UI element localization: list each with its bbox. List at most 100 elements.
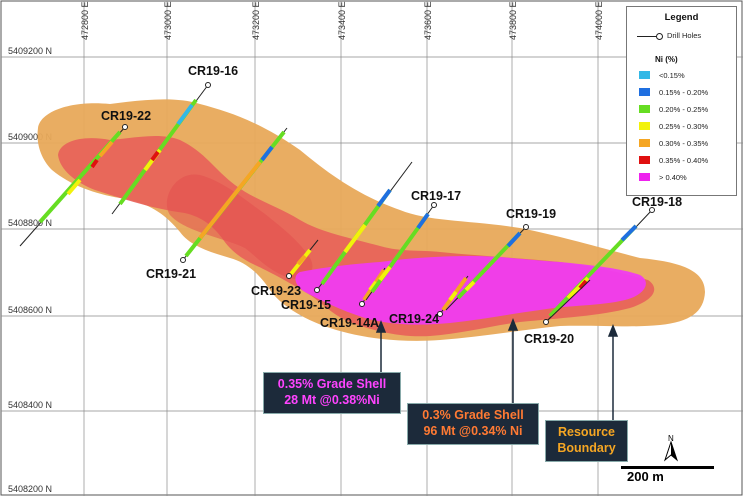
- north-arrow-fill: [671, 442, 677, 460]
- assay-segment: [343, 223, 367, 254]
- arrowhead: [607, 323, 619, 337]
- drill-hole-label: CR19-19: [506, 207, 556, 221]
- assay-segment: [368, 280, 378, 292]
- drill-hole-label: CR19-21: [146, 267, 196, 281]
- collar-cr19-17: [431, 202, 437, 208]
- collar-cr19-24: [437, 311, 443, 317]
- callout-line: 96 Mt @0.34% Ni: [423, 424, 523, 438]
- legend-item-label: 0.25% - 0.30%: [659, 121, 709, 131]
- legend-item: 0.25% - 0.30%: [639, 120, 708, 132]
- legend-item: > 0.40%: [639, 171, 687, 183]
- assay-segment: [448, 290, 458, 302]
- assay-segment: [90, 158, 99, 169]
- assay-segment: [578, 279, 588, 290]
- assay-segment: [376, 188, 392, 208]
- legend-item: 0.15% - 0.20%: [639, 86, 708, 98]
- collar-cr19-14a: [359, 301, 365, 307]
- easting-label: 473800 E: [508, 1, 518, 40]
- collar-cr19-21: [180, 257, 186, 263]
- north-arrow: N: [661, 432, 681, 462]
- callout-line: 28 Mt @0.38%Ni: [284, 393, 380, 407]
- legend-item-label: <0.15%: [659, 70, 685, 80]
- easting-label: 473600 E: [423, 1, 433, 40]
- legend-ni-title: Ni (%): [655, 55, 678, 64]
- legend-item-label: 0.15% - 0.20%: [659, 87, 709, 97]
- assay-segment: [416, 212, 430, 230]
- northing-label: 5408400 N: [8, 400, 52, 410]
- callout-grade-shell-03: 0.3% Grade Shell 96 Mt @0.34% Ni: [407, 403, 539, 445]
- drill-hole-symbol-line: [637, 36, 659, 37]
- drill-hole-label: CR19-23: [251, 284, 301, 298]
- legend-swatch: [639, 88, 650, 96]
- assay-segment: [98, 140, 114, 158]
- callout-line: Resource: [558, 425, 615, 439]
- drill-hole-labels: CR19-16 CR19-22 CR19-21 CR19-23 CR19-15 …: [101, 64, 682, 346]
- drill-trace-cr19-20: [547, 279, 591, 321]
- callout-resource-boundary: Resource Boundary: [545, 420, 628, 462]
- assay-segment: [620, 224, 638, 242]
- drill-hole-label: CR19-15: [281, 298, 331, 312]
- drill-hole-symbol-icon: [656, 33, 663, 40]
- northing-label: 5409000 N: [8, 132, 52, 142]
- callout-line: Boundary: [557, 441, 616, 455]
- collar-cr19-16: [205, 82, 211, 88]
- legend-drill-holes-label: Drill Holes: [667, 31, 702, 40]
- drill-hole-label: CR19-16: [188, 64, 238, 78]
- drill-hole-label: CR19-20: [524, 332, 574, 346]
- legend-title: Legend: [664, 12, 699, 23]
- collar-cr19-18: [649, 207, 655, 213]
- assay-segment: [176, 103, 194, 126]
- grade-shell-03-core: [166, 174, 313, 279]
- legend-item-label: 0.35% - 0.40%: [659, 155, 709, 165]
- assay-segment: [66, 178, 82, 196]
- north-label: N: [668, 434, 674, 443]
- callout-grade-shell-035: 0.35% Grade Shell 28 Mt @0.38%Ni: [263, 372, 401, 414]
- legend-item: 0.30% - 0.35%: [639, 137, 708, 149]
- legend-swatch: [639, 71, 650, 79]
- collar-cr19-15: [314, 287, 320, 293]
- callout-line: 0.3% Grade Shell: [422, 408, 524, 422]
- legend-swatch: [639, 173, 650, 181]
- drill-hole-label: CR19-14A: [320, 316, 379, 330]
- callout-line: 0.35% Grade Shell: [277, 377, 387, 391]
- easting-labels: 472800 E 473000 E 473200 E 473400 E 4736…: [80, 1, 604, 40]
- easting-label: 472800 E: [80, 1, 90, 40]
- drill-hole-label: CR19-17: [411, 189, 461, 203]
- assay-segment: [506, 231, 522, 248]
- legend-item-label: 0.30% - 0.35%: [659, 138, 709, 148]
- northing-label: 5408800 N: [8, 218, 52, 228]
- assay-segment: [548, 224, 638, 318]
- assay-segment: [150, 150, 160, 162]
- drill-hole-traces: [19, 82, 655, 325]
- scale-bar: 200 m: [621, 466, 714, 484]
- northing-label: 5409200 N: [8, 46, 52, 56]
- legend-swatch: [639, 105, 650, 113]
- drill-hole-label: CR19-24: [389, 312, 439, 326]
- legend-swatch: [639, 156, 650, 164]
- legend-item: 0.35% - 0.40%: [639, 154, 708, 166]
- assay-segment: [296, 254, 307, 266]
- scale-bar-label: 200 m: [627, 469, 664, 484]
- collar-cr19-19: [523, 224, 529, 230]
- legend-swatch: [639, 122, 650, 130]
- drill-hole-label: CR19-22: [101, 109, 151, 123]
- easting-label: 473400 E: [337, 1, 347, 40]
- legend-item: <0.15%: [639, 69, 685, 81]
- easting-label: 474000 E: [594, 1, 604, 40]
- assay-segment: [378, 265, 392, 282]
- easting-label: 473200 E: [251, 1, 261, 40]
- assay-segment: [198, 160, 262, 240]
- assay-segment: [464, 280, 476, 292]
- easting-label: 473000 E: [163, 1, 173, 40]
- legend-item: 0.20% - 0.25%: [639, 103, 708, 115]
- arrowhead: [375, 319, 387, 333]
- arrowhead: [507, 317, 519, 331]
- assay-segment: [260, 145, 274, 162]
- legend-swatch: [639, 139, 650, 147]
- northing-label: 5408200 N: [8, 484, 52, 494]
- northing-labels: 5409200 N 5409000 N 5408800 N 5408600 N …: [8, 46, 52, 494]
- legend-item-label: 0.20% - 0.25%: [659, 104, 709, 114]
- scale-bar-line: [621, 466, 714, 469]
